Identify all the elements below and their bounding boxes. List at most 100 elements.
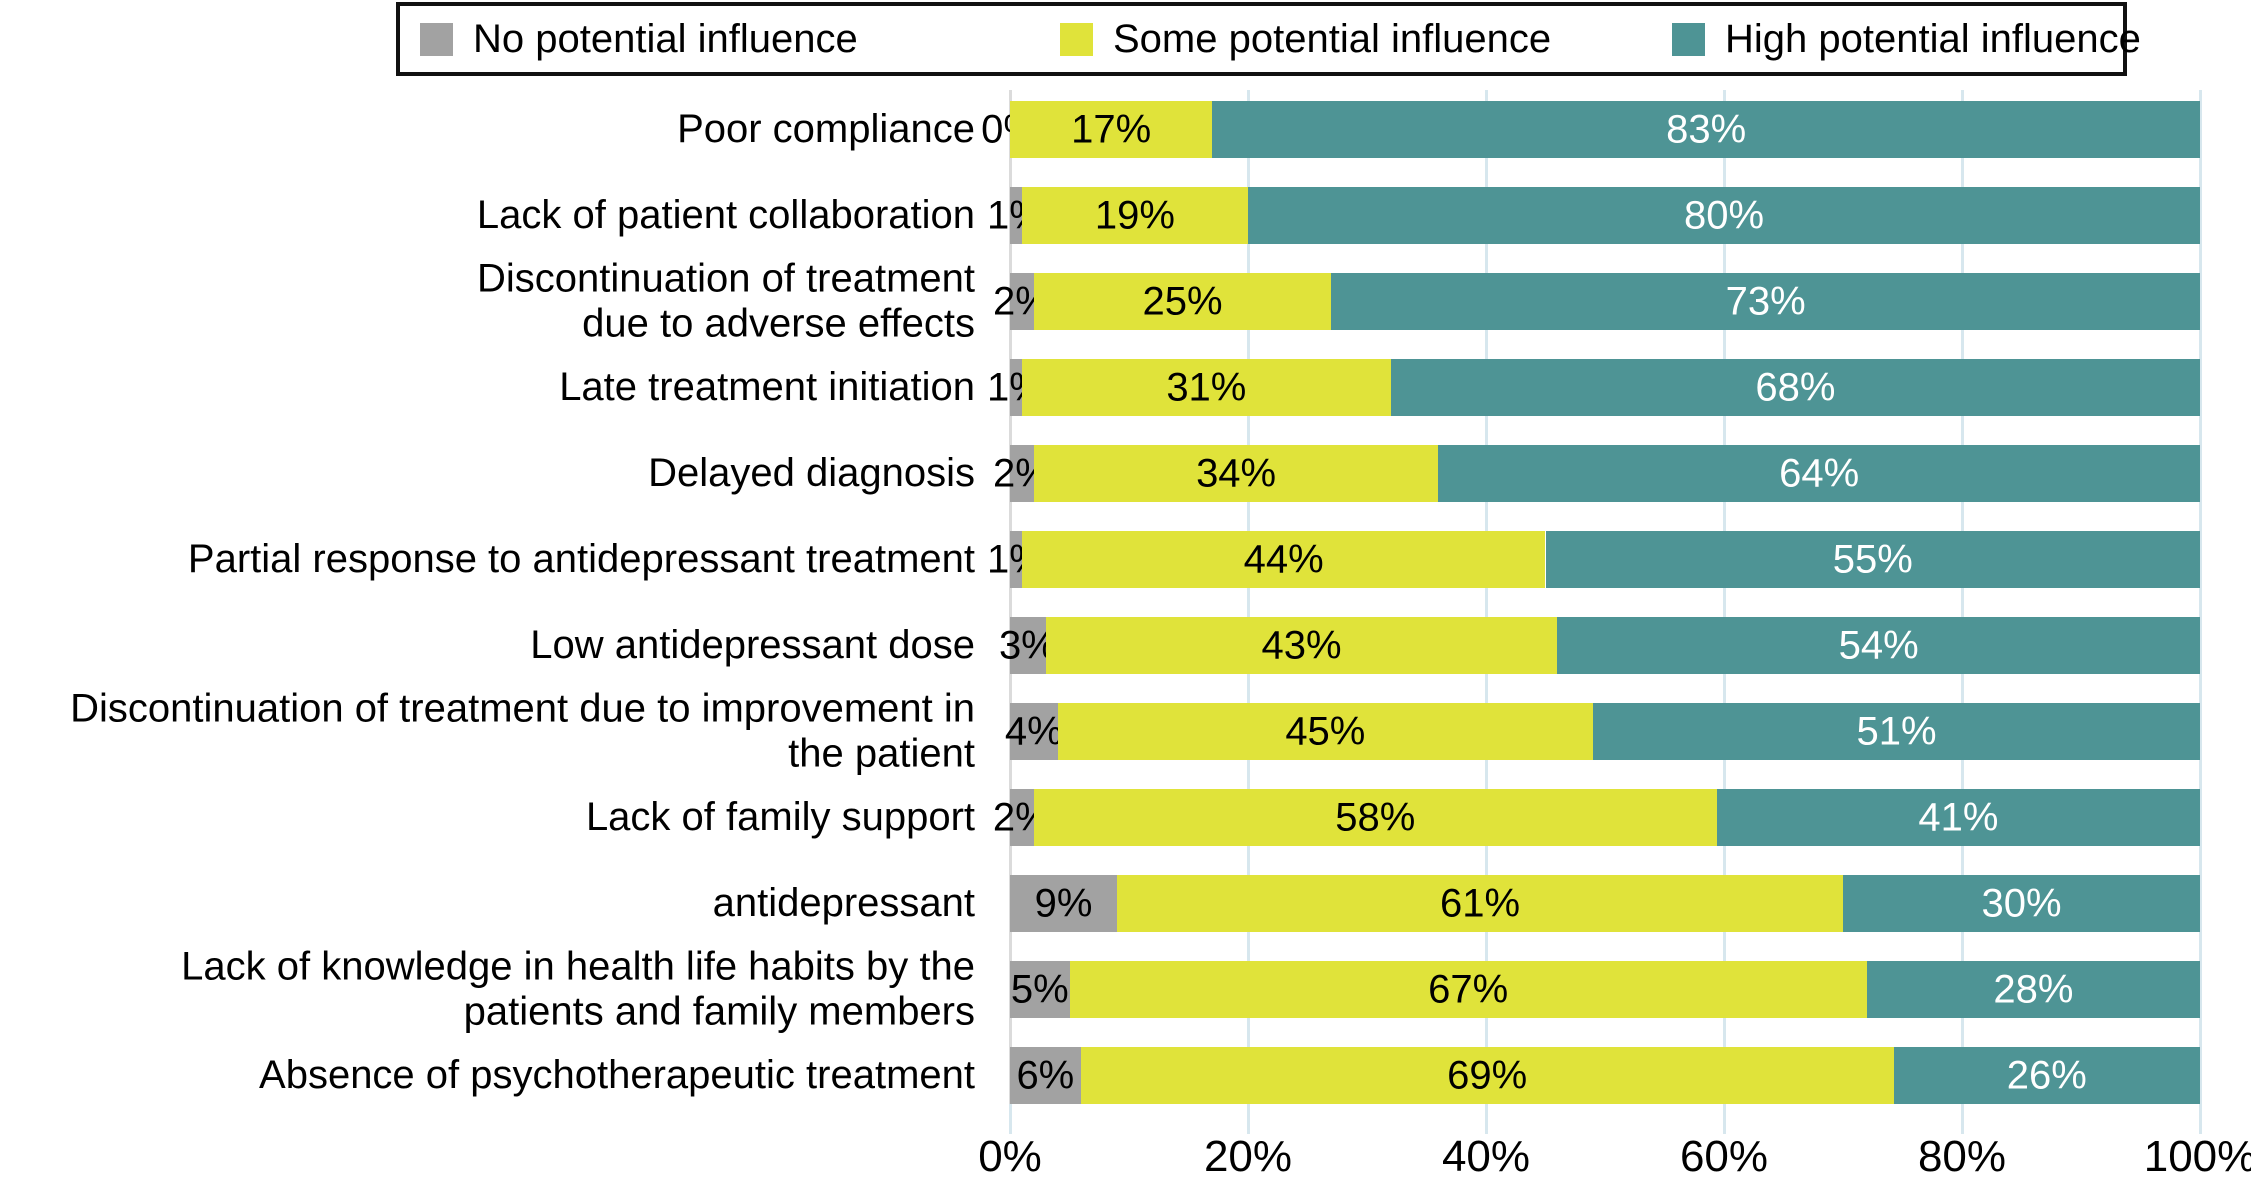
- segment-high-influence: [1331, 273, 2200, 330]
- chart-legend: No potential influence Some potential in…: [396, 2, 2141, 76]
- segment-some-influence: [1021, 187, 1248, 244]
- bar-row: 4% 45% 51%: [1005, 703, 2200, 760]
- value-label: 5%: [1010, 967, 1069, 1011]
- segment-some-influence: [1045, 617, 1558, 674]
- category-label: Poor compliance: [677, 106, 975, 151]
- value-label: 25%: [1142, 279, 1223, 323]
- gridline: [1009, 90, 1012, 1104]
- axis-tick: [1009, 1104, 1012, 1134]
- segment-no-influence: [1010, 187, 1022, 244]
- segment-no-influence: [1010, 273, 1034, 330]
- axis-tick-label: 40%: [1441, 1132, 1531, 1181]
- segment-no-influence: [1010, 875, 1118, 932]
- segment-some-influence: [1033, 273, 1332, 330]
- bar-row: 1% 19% 80%: [987, 187, 2200, 244]
- category-label: Low antidepressant dose: [530, 622, 975, 667]
- value-label: 17%: [1071, 107, 1152, 151]
- segment-high-influence: [1893, 1047, 2200, 1104]
- segment-no-influence: [1010, 531, 1022, 588]
- segment-high-influence: [1593, 703, 2200, 760]
- axis-tick: [1485, 1104, 1488, 1134]
- value-label: 9%: [1034, 881, 1093, 925]
- value-label: 44%: [1243, 537, 1324, 581]
- value-label: 54%: [1838, 623, 1919, 667]
- value-label: 61%: [1440, 881, 1521, 925]
- segment-high-influence: [1557, 617, 2200, 674]
- legend-item-some-influence: Some potential influence: [1060, 6, 1551, 72]
- segment-some-influence: [1117, 875, 1843, 932]
- value-label: 26%: [2006, 1053, 2087, 1097]
- legend-swatch-no-influence: [420, 22, 453, 56]
- value-label: 30%: [1981, 881, 2062, 925]
- segment-no-influence: [1010, 1047, 1081, 1104]
- bar-row: 2% 25% 73%: [993, 273, 2200, 330]
- segment-high-influence: [1843, 875, 2200, 932]
- segment-no-influence: [1010, 703, 1058, 760]
- bar-row: 5% 67% 28%: [1010, 961, 2200, 1018]
- bar-row: 1% 31% 68%: [987, 359, 2200, 416]
- axis-tick-label: 0%: [978, 1132, 1042, 1181]
- segment-some-influence: [1021, 359, 1391, 416]
- value-label: 41%: [1918, 795, 1999, 839]
- value-label: 55%: [1832, 537, 1913, 581]
- value-label: 28%: [1993, 967, 2074, 1011]
- category-label: Lack of knowledge in health life habits …: [181, 943, 975, 1034]
- segment-some-influence: [1057, 703, 1594, 760]
- legend-swatch-high-influence: [1672, 22, 1705, 56]
- segment-some-influence: [1069, 961, 1867, 1018]
- segment-some-influence: [1080, 1047, 1894, 1104]
- bar-row: 2% 34% 64%: [993, 445, 2200, 502]
- segment-high-influence: [1248, 187, 2200, 244]
- category-label: Partial response to antidepressant treat…: [187, 536, 975, 581]
- value-label: 6%: [1016, 1053, 1075, 1097]
- axis-tick-label: 60%: [1679, 1132, 1769, 1181]
- category-label: Late treatment initiation: [559, 364, 975, 409]
- gridline: [2199, 90, 2202, 1104]
- gridline: [1723, 90, 1726, 1104]
- segment-some-influence: [1033, 445, 1439, 502]
- segment-no-influence: [1010, 789, 1034, 846]
- axis-tick-label: 80%: [1917, 1132, 2007, 1181]
- segment-high-influence: [1716, 789, 2200, 846]
- segment-some-influence: [1021, 531, 1546, 588]
- segment-no-influence: [1010, 359, 1022, 416]
- segment-some-influence: [1010, 101, 1213, 158]
- segment-no-influence: [1010, 445, 1034, 502]
- axis-tick: [1247, 1104, 1250, 1134]
- value-label: 80%: [1683, 193, 1765, 237]
- axis-tick-label: 100%: [2143, 1132, 2251, 1181]
- value-label: 51%: [1856, 709, 1937, 753]
- segment-high-influence: [1866, 961, 2200, 1018]
- value-label: 69%: [1447, 1053, 1528, 1097]
- segment-high-influence: [1438, 445, 2200, 502]
- category-label: antidepressant: [712, 880, 975, 925]
- value-label: 67%: [1428, 967, 1509, 1011]
- value-label: 31%: [1166, 365, 1247, 409]
- category-label: Lack of patient collaboration: [476, 192, 975, 237]
- legend-label: High potential influence: [1725, 16, 2141, 61]
- value-label: 58%: [1335, 795, 1416, 839]
- bar-row: 1% 44% 55%: [987, 531, 2200, 588]
- axis-tick: [1723, 1104, 1726, 1134]
- segment-high-influence: [1545, 531, 2200, 588]
- bar-row: 0%17%83%: [981, 101, 2200, 158]
- gridline: [1961, 90, 1964, 1104]
- value-label: 34%: [1196, 451, 1277, 495]
- bar-row: 6% 69% 26%: [1010, 1047, 2200, 1104]
- value-label: 73%: [1725, 279, 1806, 323]
- gridline: [1247, 90, 1250, 1104]
- value-label: 45%: [1285, 709, 1366, 753]
- value-label: 68%: [1755, 365, 1836, 409]
- segment-high-influence: [1390, 359, 2200, 416]
- legend-item-high-influence: High potential influence: [1672, 6, 2141, 72]
- category-label: Discontinuation of treatment due to adve…: [476, 255, 975, 346]
- bar-row: 9% 61% 30%: [1010, 875, 2200, 932]
- legend-swatch-some-influence: [1060, 22, 1093, 56]
- category-label: Lack of family support: [585, 794, 975, 839]
- axis-tick: [1961, 1104, 1964, 1134]
- axis-tick-label: 20%: [1203, 1132, 1293, 1181]
- value-label: 64%: [1779, 451, 1860, 495]
- axis-tick: [2199, 1104, 2202, 1134]
- legend-label: Some potential influence: [1113, 16, 1552, 61]
